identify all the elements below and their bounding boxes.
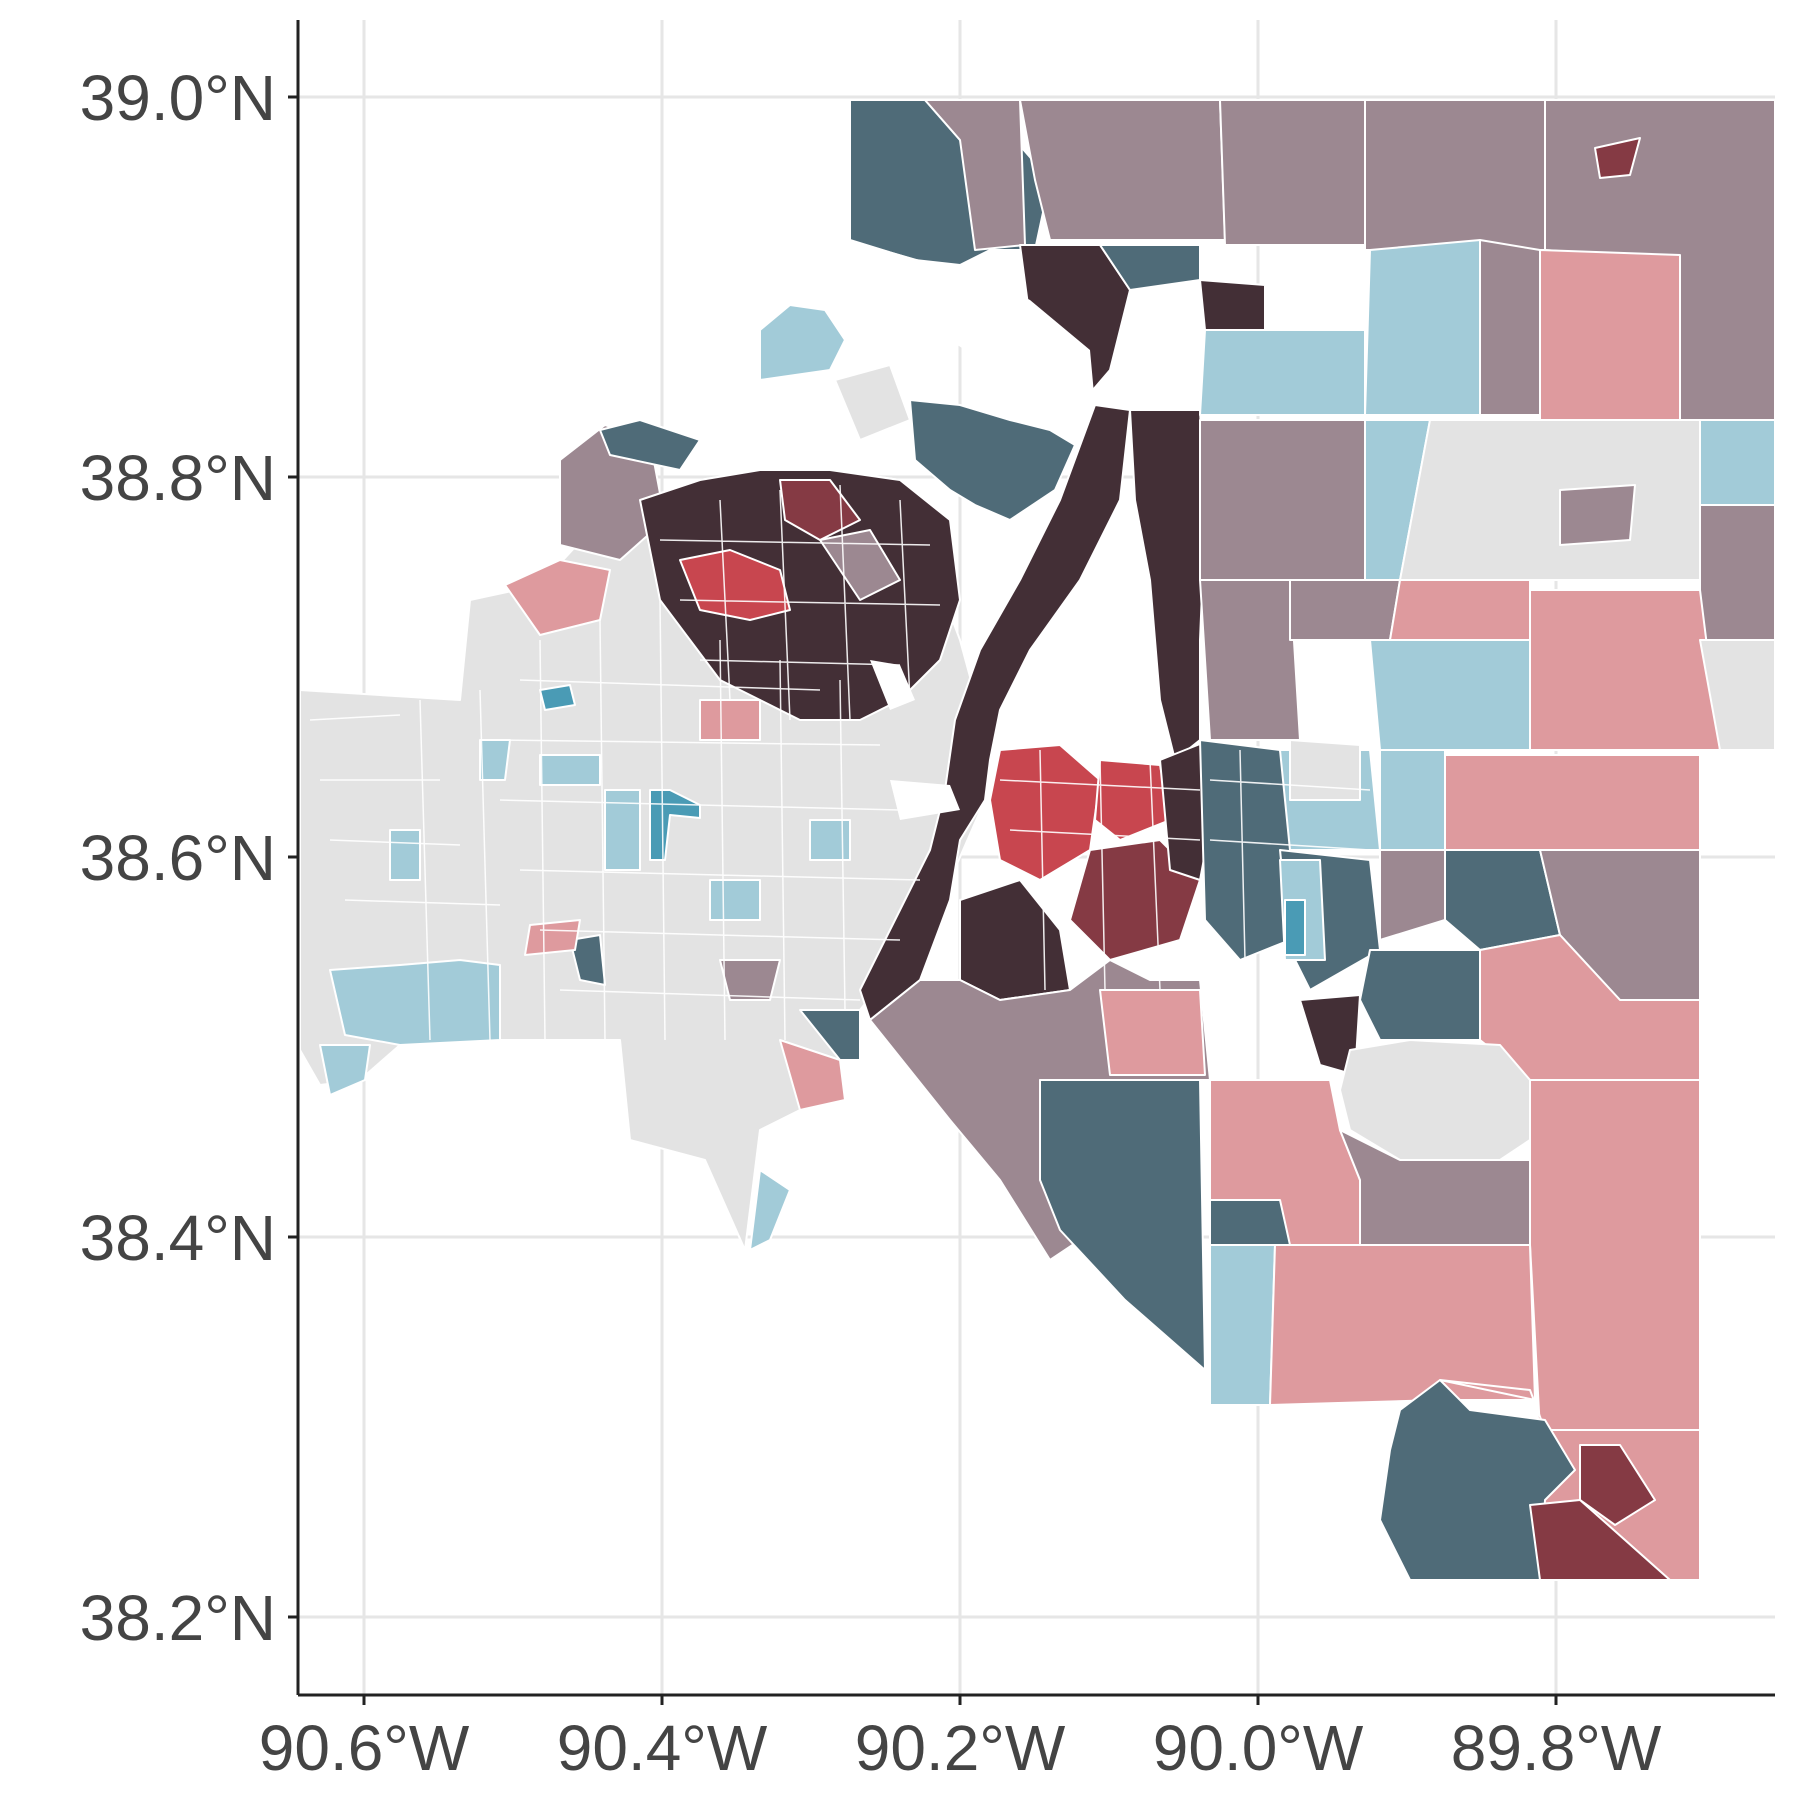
x-axis-labels: 90.6°W 90.4°W 90.2°W 90.0°W 89.8°W xyxy=(259,1712,1662,1784)
tract-eastside-red xyxy=(989,744,1101,881)
tract-mideast-mauve xyxy=(1199,574,1301,741)
tract-e-mauve-d xyxy=(1199,579,1401,641)
tract-se-pink-a xyxy=(1099,989,1206,1076)
tract-w-lightblue-d xyxy=(604,789,641,871)
y-axis-labels: 39.0°N 38.8°N 38.6°N 38.4°N 38.2°N xyxy=(80,62,276,1654)
tract-w-pink-b xyxy=(524,919,581,956)
x-axis-ticks xyxy=(362,1695,1558,1705)
tract-eastside-dark xyxy=(959,879,1071,1001)
fine-boundaries-west xyxy=(309,599,921,1041)
x-tick-label: 90.6°W xyxy=(259,1712,470,1784)
tract-ne-lightblue-b xyxy=(1364,239,1481,416)
tract-ne-darkred xyxy=(1594,137,1641,179)
fine-boundaries-north xyxy=(659,484,941,721)
tract-nw-gray xyxy=(834,364,911,441)
census-tracts xyxy=(299,99,1776,1581)
tract-e-mauve-f xyxy=(1379,849,1446,941)
tract-ne-mauve-d xyxy=(1364,99,1546,251)
tract-north-mauve-a xyxy=(819,529,901,601)
tract-e-teal-d xyxy=(1359,949,1481,1041)
tract-ne-mauve-f xyxy=(1479,239,1541,416)
tract-e-gray-a xyxy=(1399,419,1701,581)
tract-s-pink-c xyxy=(1269,1244,1536,1406)
tract-w-pink-c xyxy=(779,1039,846,1111)
tract-ne-mauve-c xyxy=(1219,99,1371,246)
tract-w-lightblue-c xyxy=(539,754,601,786)
tract-e-mauve-c xyxy=(1699,504,1776,641)
tract-s-teal-b xyxy=(1379,1379,1576,1581)
tract-s-pink-d xyxy=(1439,1379,1701,1581)
tract-w-teal-d xyxy=(539,684,576,711)
y-tick-label: 38.2°N xyxy=(80,1582,276,1654)
tract-w-lightblue-h xyxy=(709,879,761,921)
tract-w-mauve-a xyxy=(719,959,781,1001)
tract-e-pink-b xyxy=(1389,579,1531,641)
y-tick-label: 38.4°N xyxy=(80,1202,276,1274)
tract-s-darkred-b xyxy=(1529,1499,1671,1581)
tract-s-pink-b xyxy=(1529,1079,1701,1431)
tract-s-darkred-a xyxy=(1579,1444,1656,1526)
tract-nw-dark xyxy=(599,419,701,471)
tract-east-dark-band xyxy=(1129,409,1206,761)
tract-ne-mauve-a xyxy=(924,99,1026,251)
tract-w-lightblue-b xyxy=(319,1044,371,1096)
x-tick-label: 90.0°W xyxy=(1153,1712,1364,1784)
tract-ne-lightblue-a xyxy=(1199,329,1366,416)
tract-e-gray-b xyxy=(1699,639,1776,751)
tract-se-teal xyxy=(1039,1079,1206,1371)
tract-w-lightblue-f xyxy=(749,1169,791,1251)
river-gap-south xyxy=(890,780,960,820)
tract-ne-pink-a xyxy=(1539,249,1681,421)
tract-w-lightblue-a xyxy=(329,959,501,1046)
tract-s-teal-small xyxy=(1209,1199,1291,1246)
tract-eastside-red-b xyxy=(1094,759,1171,841)
tract-north-red xyxy=(679,549,791,621)
x-tick-label: 90.4°W xyxy=(557,1712,768,1784)
tract-w-pink xyxy=(504,559,611,636)
tract-e-lightblue-c xyxy=(1369,639,1531,751)
fine-boundaries-east xyxy=(999,749,1371,991)
tract-w-pink-d xyxy=(699,699,761,741)
tract-e-pink-d xyxy=(1444,754,1701,851)
river-gap-central xyxy=(870,660,915,710)
tract-s-lightblue-a xyxy=(1209,1244,1276,1406)
y-tick-label: 38.8°N xyxy=(80,442,276,514)
tract-e-lightblue-d xyxy=(1379,749,1446,851)
tract-e-mauve-b xyxy=(1559,484,1636,546)
y-tick-label: 39.0°N xyxy=(80,62,276,134)
tract-e-pink-c xyxy=(1529,589,1721,751)
y-axis-ticks xyxy=(288,95,298,1619)
tract-ne-dark-c xyxy=(1199,279,1266,331)
y-tick-label: 38.6°N xyxy=(80,822,276,894)
tract-e-mauve-a xyxy=(1199,419,1366,581)
tract-w-lightblue-e xyxy=(389,829,421,881)
river-missouri xyxy=(850,240,1095,410)
tract-e-teal-small xyxy=(1284,899,1306,956)
tract-w-teal-c xyxy=(799,1009,861,1061)
tract-se-gray-oval xyxy=(1339,1039,1531,1161)
x-tick-label: 90.2°W xyxy=(855,1712,1066,1784)
tract-north-teal-river xyxy=(909,399,1076,521)
x-tick-label: 89.8°W xyxy=(1451,1712,1662,1784)
tract-e-lightblue-b xyxy=(1699,419,1776,506)
tract-w-lightblue-g xyxy=(809,819,851,861)
tract-ne-mauve-b xyxy=(1019,99,1226,241)
tract-nw-lightblue xyxy=(759,304,846,381)
tract-w-lightblue-i xyxy=(479,739,511,781)
tract-mideast-gray xyxy=(1289,739,1361,801)
